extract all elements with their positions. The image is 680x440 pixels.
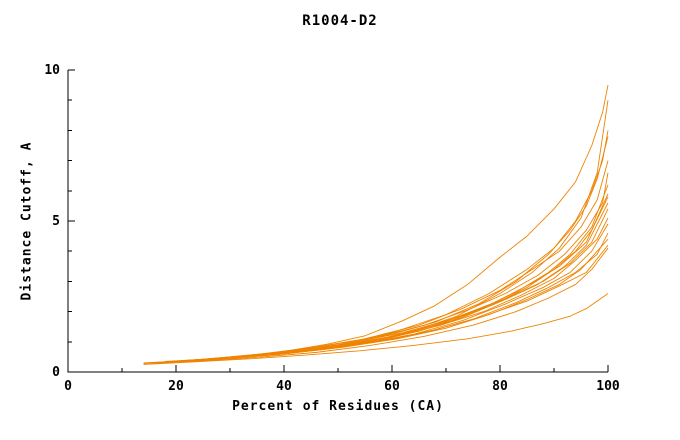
x-tick-label: 40 xyxy=(276,379,292,394)
x-tick-label: 60 xyxy=(384,379,400,394)
x-tick-label: 20 xyxy=(168,379,184,394)
y-tick-label: 5 xyxy=(52,214,60,229)
x-tick-label: 100 xyxy=(596,379,620,394)
x-tick-label: 80 xyxy=(492,379,508,394)
series-line xyxy=(154,247,609,364)
x-axis-label: Percent of Residues (CA) xyxy=(232,399,444,414)
series-line xyxy=(143,196,609,364)
axes xyxy=(67,70,608,373)
chart-title: R1004-D2 xyxy=(302,13,378,29)
series-line xyxy=(186,193,609,361)
series-line xyxy=(143,130,609,364)
y-tick-label: 0 xyxy=(52,365,60,380)
series-line xyxy=(165,85,609,362)
series-line xyxy=(154,100,609,364)
series-line xyxy=(170,244,609,363)
y-tick-label: 10 xyxy=(44,63,60,78)
x-tick-label: 0 xyxy=(64,379,72,394)
series-line xyxy=(143,293,609,365)
series-line xyxy=(175,136,609,362)
